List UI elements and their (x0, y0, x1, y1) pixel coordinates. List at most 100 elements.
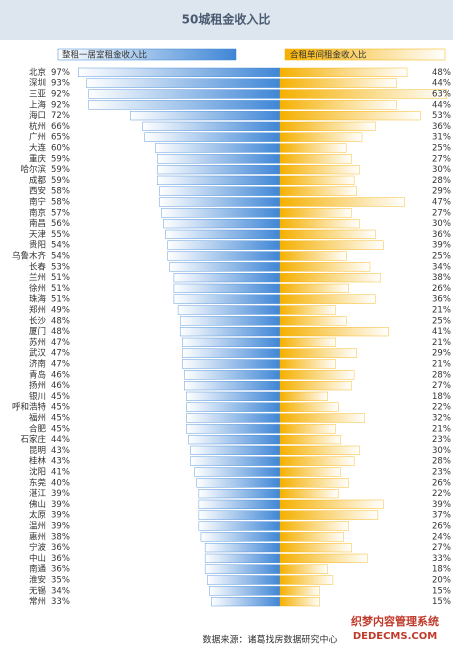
value-label: 44% (432, 79, 451, 89)
category-label: 成都 (29, 175, 47, 186)
bar (211, 597, 281, 607)
watermark: 织梦内容管理系统 (351, 614, 439, 628)
value-label: 39% (51, 489, 70, 499)
category-label: 扬州 (29, 380, 46, 391)
value-label: 36% (51, 554, 70, 564)
value-label: 46% (51, 381, 70, 391)
bar (279, 456, 355, 466)
value-label: 53% (51, 262, 70, 272)
bar (279, 586, 320, 596)
value-label: 58% (51, 198, 70, 208)
category-label: 南宁 (29, 197, 46, 208)
bar (279, 413, 365, 423)
value-label: 27% (432, 154, 451, 164)
category-label: 南昌 (29, 218, 46, 229)
category-label: 合肥 (29, 423, 47, 434)
bar (279, 370, 355, 380)
bar (209, 586, 281, 596)
bar (198, 521, 281, 531)
bar (279, 110, 421, 121)
bar (204, 553, 281, 564)
value-label: 27% (432, 208, 451, 218)
category-label: 苏州 (29, 337, 46, 348)
value-label: 40% (51, 478, 70, 488)
bar (204, 564, 281, 574)
bar (279, 305, 336, 315)
category-label: 昆明 (29, 446, 46, 456)
value-label: 48% (51, 316, 70, 326)
bar (144, 132, 281, 142)
value-label: 55% (51, 230, 70, 240)
bar (279, 337, 336, 348)
value-label: 39% (51, 511, 70, 521)
value-label: 28% (432, 457, 451, 467)
value-label: 27% (432, 543, 451, 553)
category-label: 广州 (29, 132, 46, 143)
bar (200, 532, 281, 542)
bar (184, 370, 281, 380)
category-label: 无锡 (29, 586, 47, 596)
bar (196, 478, 281, 488)
bar (279, 532, 344, 542)
value-label: 43% (51, 446, 70, 456)
value-label: 25% (432, 144, 451, 154)
bar (182, 359, 281, 369)
bar (179, 327, 281, 337)
bar (279, 381, 352, 391)
bar (279, 262, 371, 272)
bar (188, 435, 281, 445)
value-label: 24% (432, 532, 451, 542)
category-label: 贵阳 (29, 240, 46, 251)
value-label: 48% (51, 327, 70, 337)
bar (279, 229, 376, 240)
bar (186, 424, 281, 434)
category-label: 淮安 (29, 575, 46, 586)
value-label: 59% (51, 154, 70, 164)
bar (279, 186, 357, 196)
bar (279, 273, 381, 283)
category-label: 乌鲁木齐 (12, 251, 47, 262)
value-label: 48% (432, 68, 451, 78)
category-label: 石家庄 (20, 434, 46, 445)
category-label: 哈尔滨 (20, 164, 46, 175)
value-label: 45% (51, 414, 70, 424)
bar (157, 175, 281, 186)
category-label: 南通 (29, 564, 47, 575)
value-label: 28% (432, 370, 451, 380)
value-label: 59% (51, 165, 70, 175)
value-label: 34% (51, 586, 70, 596)
bar (279, 521, 350, 531)
value-label: 38% (432, 273, 451, 283)
bar (279, 143, 347, 153)
bar (279, 197, 405, 207)
bar (194, 467, 281, 477)
value-label: 34% (432, 262, 451, 272)
bar (173, 294, 281, 304)
bar (177, 305, 281, 315)
bar (279, 132, 363, 142)
bar (279, 67, 408, 78)
category-label: 湛江 (29, 489, 47, 499)
bar (157, 164, 281, 175)
value-label: 21% (432, 360, 451, 370)
value-label: 29% (432, 349, 451, 359)
bar (165, 229, 281, 240)
value-label: 18% (432, 565, 451, 575)
value-label: 25% (432, 316, 451, 326)
bar (279, 543, 352, 553)
category-label: 青岛 (29, 369, 46, 380)
category-label: 郑州 (29, 305, 46, 316)
bar (279, 316, 347, 326)
value-label: 47% (51, 349, 70, 359)
category-label: 重庆 (29, 153, 47, 164)
bar (279, 359, 336, 369)
value-label: 27% (432, 381, 451, 391)
legend-swatch (284, 48, 446, 61)
value-label: 33% (51, 597, 70, 607)
category-label: 南京 (29, 207, 46, 218)
value-label: 45% (51, 403, 70, 413)
value-label: 39% (51, 500, 70, 510)
value-label: 36% (432, 122, 451, 132)
bar (182, 337, 281, 348)
value-label: 21% (432, 424, 451, 434)
